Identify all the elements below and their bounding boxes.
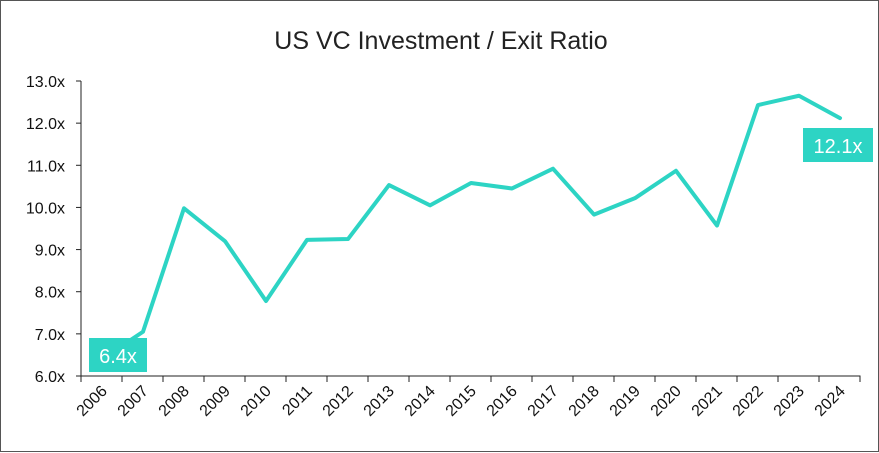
x-tick-label: 2019 (607, 383, 644, 420)
x-tick-label: 2023 (771, 383, 808, 420)
callout-box (89, 338, 147, 372)
chart-title: US VC Investment / Exit Ratio (274, 27, 607, 55)
data-point (716, 225, 718, 227)
series-line (100, 93, 842, 362)
x-tick-label: 2018 (566, 383, 603, 420)
x-tick-label: 2008 (156, 383, 193, 420)
x-axis: 2006 2007 2008 2009 2010 2011 2012 2013 2014 2015… (74, 375, 861, 420)
callout-label: 6.4x (99, 346, 137, 368)
data-point (798, 95, 800, 97)
data-point (224, 240, 226, 242)
data-point (675, 170, 677, 172)
data-point (306, 239, 308, 241)
callouts-group: 6.4x 12.1x (89, 128, 873, 372)
x-tick-label: 2022 (730, 383, 767, 420)
y-tick-label: 13.0x (26, 74, 65, 91)
x-tick-label: 2017 (525, 383, 562, 420)
x-tick-label: 2010 (238, 383, 275, 420)
data-point (839, 117, 841, 119)
x-tick-label: 2014 (402, 383, 439, 420)
callout-box (803, 128, 873, 162)
series-group (100, 93, 842, 362)
y-axis: 6.0x 7.0x 8.0x 9.0x 10.0x 11.0x 12.0x 13.0x (26, 74, 82, 386)
x-tick-label: 2021 (689, 383, 726, 420)
callout-end: 12.1x (803, 128, 873, 162)
y-tick-label: 8.0x (35, 285, 65, 302)
data-point (183, 207, 185, 209)
y-tick-label: 6.0x (35, 369, 65, 386)
data-point (552, 168, 554, 170)
x-tick-label: 2011 (279, 383, 315, 419)
x-tick-label: 2007 (115, 383, 152, 420)
callout-start: 6.4x (89, 338, 147, 372)
data-point (142, 331, 144, 333)
data-point (470, 182, 472, 184)
data-point (511, 187, 513, 189)
y-tick-label: 10.0x (26, 200, 65, 217)
data-point (265, 300, 267, 302)
data-point (634, 197, 636, 199)
x-tick-label: 2015 (443, 383, 480, 420)
data-point (757, 104, 759, 106)
x-tick-label: 2024 (812, 383, 849, 420)
callout-label: 12.1x (814, 136, 863, 158)
y-tick-label: 9.0x (35, 243, 65, 260)
data-point (593, 214, 595, 216)
y-tick-label: 7.0x (35, 327, 65, 344)
y-tick-label: 12.0x (26, 116, 65, 133)
y-tick-label: 11.0x (27, 158, 65, 175)
data-point (388, 184, 390, 186)
data-point (347, 238, 349, 240)
data-point (429, 204, 431, 206)
x-tick-label: 2009 (197, 383, 234, 420)
x-tick-label: 2012 (320, 383, 357, 420)
x-tick-label: 2013 (361, 383, 398, 420)
x-tick-label: 2016 (484, 383, 521, 420)
x-tick-label: 2006 (74, 383, 111, 420)
x-tick-label: 2020 (648, 383, 685, 420)
